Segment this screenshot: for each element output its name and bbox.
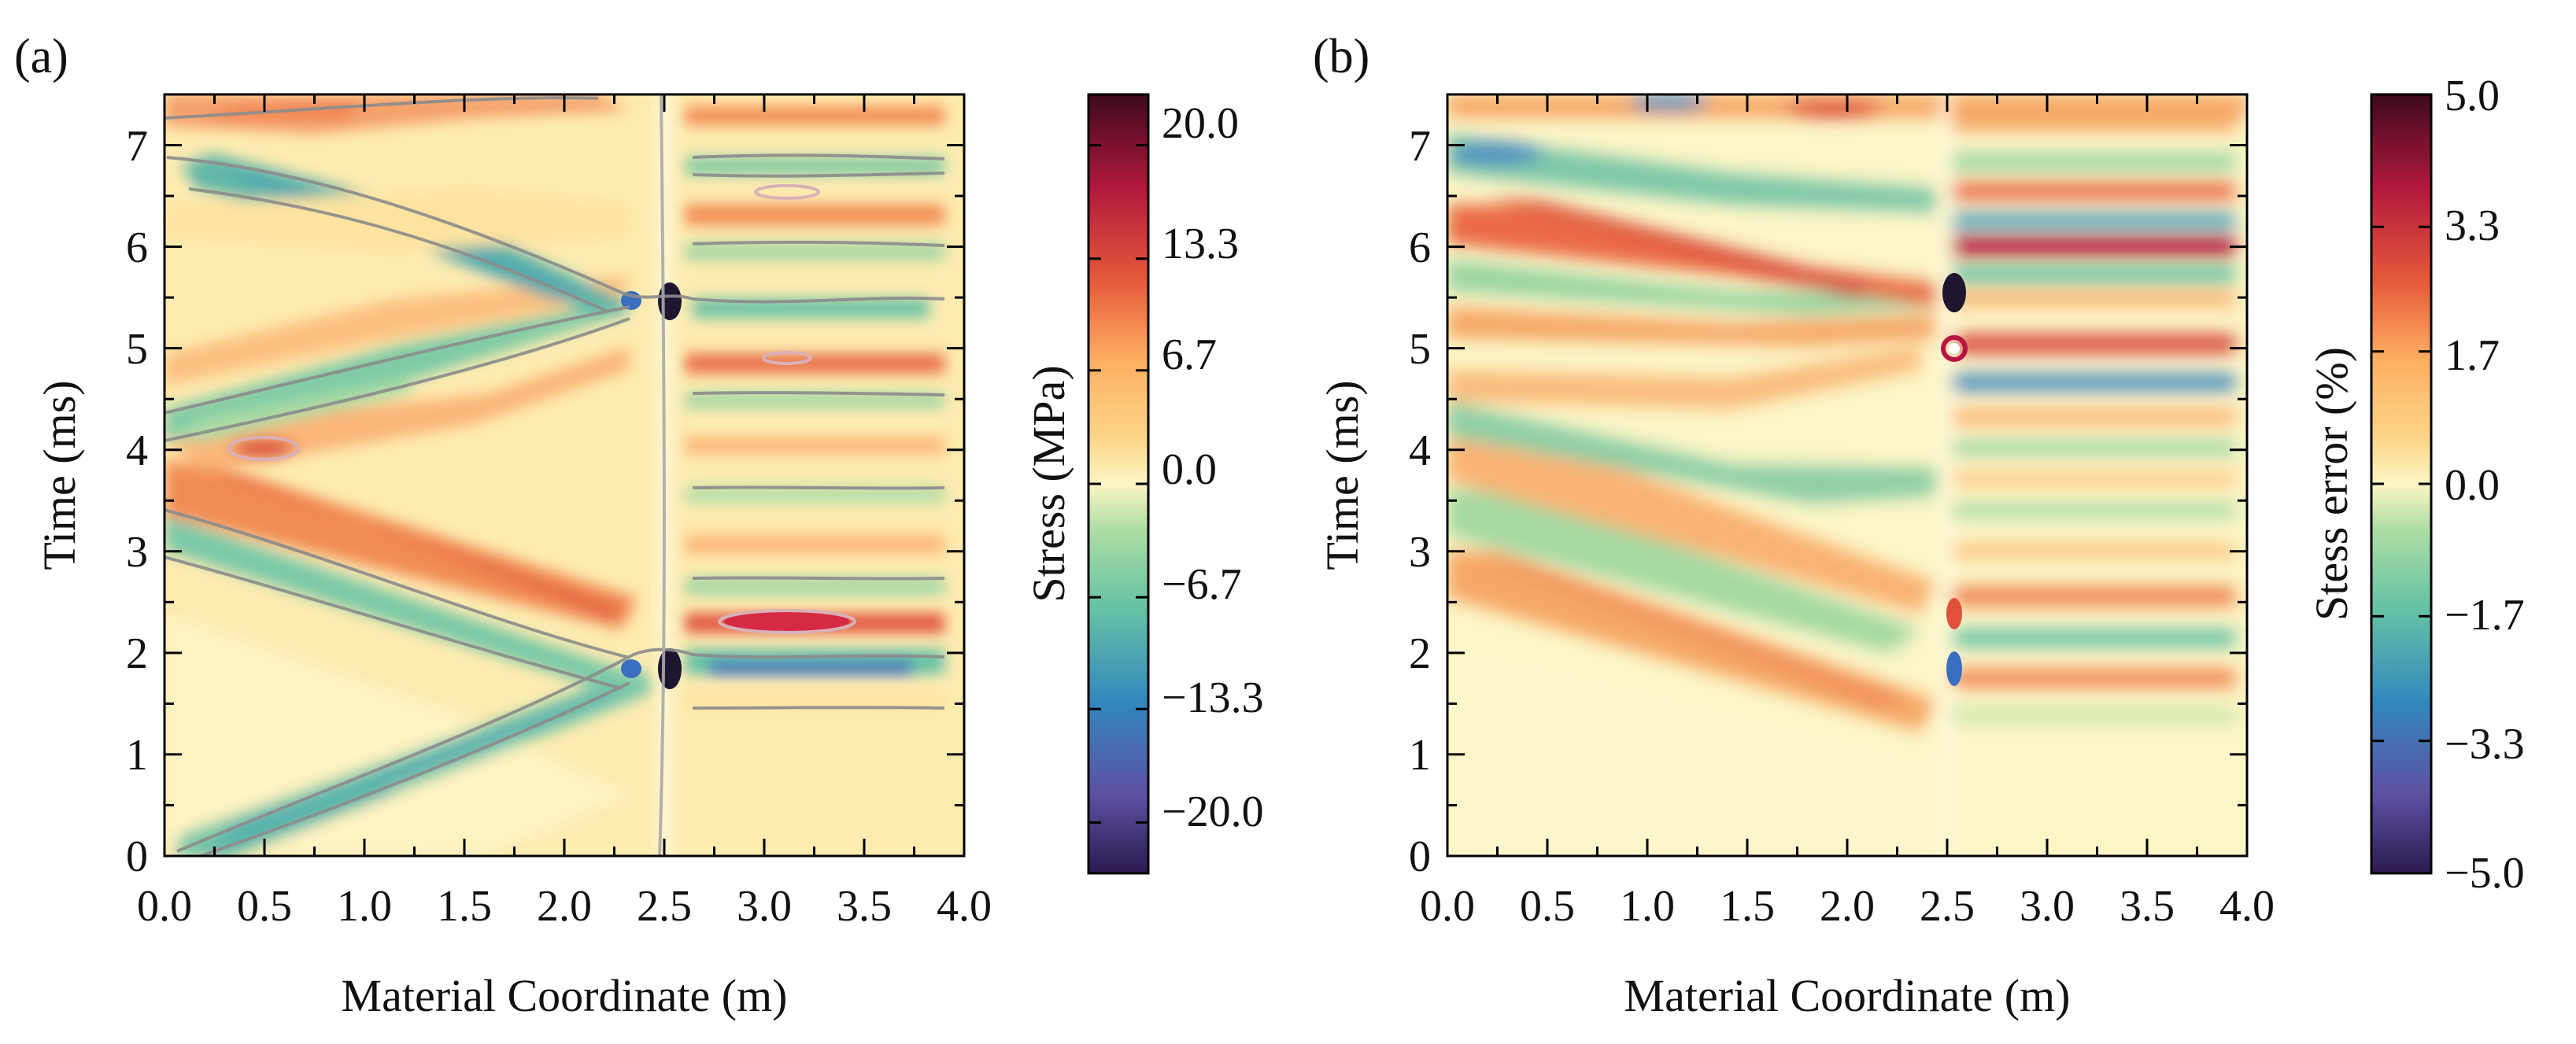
b-cbar-tick-5: −3.3 (2445, 720, 2525, 769)
a-xtick-7: 3.5 (837, 882, 892, 931)
a-ytick-5: 5 (126, 325, 148, 374)
a-xtick-1: 0.5 (237, 882, 292, 931)
a-xtick-0: 0.0 (137, 882, 192, 931)
a-ytick-4: 4 (126, 426, 148, 475)
b-ytick-6: 6 (1409, 223, 1431, 272)
panel-b-label: (b) (1313, 30, 1369, 83)
b-xtick-1: 0.5 (1520, 882, 1575, 931)
a-ytick-0: 0 (126, 832, 148, 881)
b-xtick-7: 3.5 (2120, 882, 2175, 931)
b-cbar-tick-4: −1.7 (2445, 591, 2525, 640)
panel-b: (b) (1313, 30, 2525, 1021)
a-xtick-4: 2.0 (537, 882, 592, 931)
a-xtick-2: 1.0 (337, 882, 392, 931)
b-colorbar-title: Stess error (%) (2306, 347, 2357, 621)
b-cbar-tick-3: 0.0 (2445, 461, 2500, 510)
a-cbar-tick-2: 6.7 (1162, 330, 1217, 379)
panel-a: (a) (14, 30, 1264, 1021)
b-cbar-tick-2: 1.7 (2445, 331, 2500, 380)
panel-b-x-tick-marks (1446, 94, 2249, 856)
a-xtick-6: 3.0 (737, 882, 792, 931)
a-cbar-tick-4: −6.7 (1162, 560, 1242, 609)
panel-a-label: (a) (14, 30, 68, 83)
panel-a-y-tick-marks (164, 93, 964, 858)
a-ytick-6: 6 (126, 223, 148, 272)
a-x-axis-title: Material Coordinate (m) (342, 970, 788, 1021)
panel-a-x-tick-marks (163, 94, 966, 856)
a-xtick-5: 2.5 (637, 882, 692, 931)
a-cbar-tick-6: −20.0 (1162, 788, 1264, 836)
panel-b-y-tick-marks (1447, 93, 2247, 858)
b-xtick-6: 3.0 (2020, 882, 2075, 931)
a-ytick-3: 3 (126, 528, 148, 577)
a-colorbar-tick-marks (1088, 144, 1148, 824)
b-xtick-4: 2.0 (1820, 882, 1875, 931)
a-xtick-8: 4.0 (937, 882, 992, 931)
a-colorbar-title: Stress (MPa) (1023, 365, 1074, 602)
panel-b-heatmap (1447, 94, 2247, 856)
b-ytick-3: 3 (1409, 528, 1431, 577)
b-xtick-2: 1.0 (1620, 882, 1675, 931)
b-xtick-8: 4.0 (2219, 882, 2275, 931)
b-cbar-tick-1: 3.3 (2445, 201, 2500, 250)
b-ytick-2: 2 (1409, 629, 1431, 678)
b-cbar-tick-6: −5.0 (2445, 849, 2525, 898)
b-xtick-0: 0.0 (1420, 882, 1475, 931)
b-ytick-5: 5 (1409, 325, 1431, 374)
a-y-axis-title: Time (ms) (34, 380, 85, 570)
a-ytick-1: 1 (126, 731, 148, 780)
b-cbar-tick-0: 5.0 (2445, 72, 2500, 120)
a-cbar-tick-5: −13.3 (1162, 673, 1264, 722)
a-ytick-7: 7 (126, 122, 148, 171)
panel-a-heatmap (164, 94, 964, 856)
b-y-axis-title: Time (ms) (1317, 380, 1368, 570)
a-xtick-3: 1.5 (437, 882, 492, 931)
b-colorbar-tick-marks (2371, 93, 2431, 875)
b-xtick-5: 2.5 (1920, 882, 1975, 931)
b-ytick-1: 1 (1409, 731, 1431, 780)
a-cbar-tick-3: 0.0 (1162, 445, 1217, 494)
b-x-axis-title: Material Coordinate (m) (1624, 970, 2071, 1021)
a-cbar-tick-1: 13.3 (1162, 219, 1239, 268)
b-ytick-0: 0 (1409, 832, 1431, 881)
a-cbar-tick-0: 20.0 (1162, 99, 1239, 148)
b-ytick-7: 7 (1409, 122, 1431, 171)
b-xtick-3: 1.5 (1720, 882, 1775, 931)
b-ytick-4: 4 (1409, 426, 1431, 475)
a-ytick-2: 2 (126, 629, 148, 678)
